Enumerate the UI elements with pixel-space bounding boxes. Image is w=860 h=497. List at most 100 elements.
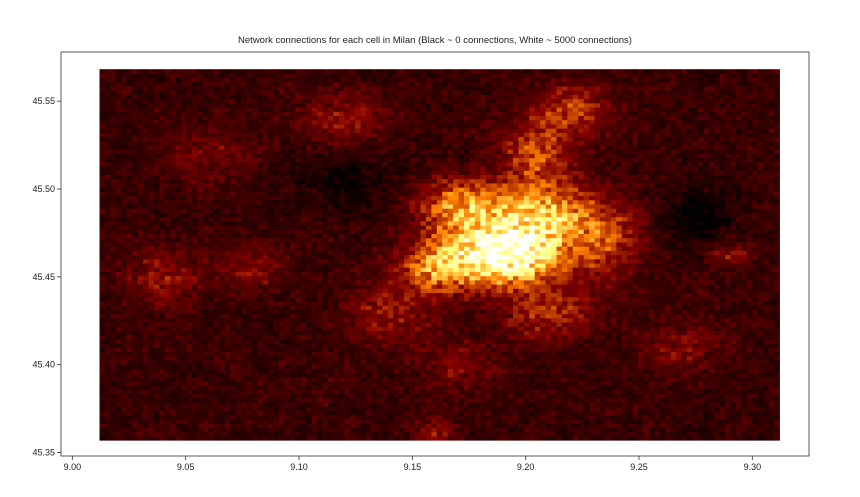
heatmap-cell bbox=[148, 368, 155, 374]
heatmap-cell bbox=[262, 149, 269, 154]
heatmap-cell bbox=[104, 435, 111, 441]
heatmap-cell bbox=[393, 119, 400, 125]
heatmap-cell bbox=[333, 73, 340, 79]
heatmap-cell bbox=[110, 435, 117, 441]
heatmap-cell bbox=[371, 364, 378, 369]
heatmap-cell bbox=[382, 98, 389, 104]
heatmap-cell bbox=[306, 317, 313, 323]
heatmap-cell bbox=[235, 187, 242, 192]
heatmap-cell bbox=[213, 187, 220, 192]
heatmap-cell bbox=[349, 102, 356, 108]
heatmap-cell bbox=[333, 119, 340, 125]
heatmap-cell bbox=[279, 343, 285, 348]
heatmap-cell bbox=[240, 284, 247, 289]
heatmap-cell bbox=[349, 423, 356, 428]
heatmap-cell bbox=[273, 161, 280, 167]
heatmap-cell bbox=[360, 86, 367, 91]
heatmap-cell bbox=[295, 288, 302, 294]
heatmap-cell bbox=[355, 161, 362, 167]
heatmap-cell bbox=[170, 145, 177, 150]
heatmap-cell bbox=[110, 427, 117, 433]
heatmap-cell bbox=[164, 402, 171, 407]
heatmap-cell bbox=[208, 280, 215, 285]
heatmap-cell bbox=[202, 161, 209, 167]
heatmap-cell bbox=[99, 431, 106, 437]
heatmap-cell bbox=[181, 119, 187, 125]
heatmap-cell bbox=[344, 322, 351, 327]
heatmap-cell bbox=[333, 301, 340, 306]
heatmap-cell bbox=[404, 368, 411, 374]
heatmap-cell bbox=[186, 237, 193, 243]
heatmap-cell bbox=[382, 77, 389, 83]
heatmap-cell bbox=[132, 351, 139, 357]
heatmap-cell bbox=[273, 111, 280, 116]
heatmap-cell bbox=[170, 431, 177, 437]
heatmap-cell bbox=[366, 423, 372, 428]
heatmap-cell bbox=[289, 351, 296, 357]
heatmap-cell bbox=[99, 406, 106, 412]
heatmap-cell bbox=[121, 267, 128, 272]
heatmap-cell bbox=[121, 77, 128, 83]
heatmap-cell bbox=[257, 204, 264, 209]
heatmap-cell bbox=[387, 191, 394, 197]
heatmap-cell bbox=[126, 208, 133, 213]
heatmap-cell bbox=[279, 267, 285, 272]
heatmap-cell bbox=[289, 368, 296, 374]
heatmap-cell bbox=[398, 263, 405, 268]
heatmap-cell bbox=[295, 242, 302, 247]
heatmap-cell bbox=[398, 414, 405, 420]
heatmap-cell bbox=[360, 153, 367, 159]
heatmap-cell bbox=[219, 220, 226, 226]
heatmap-cell bbox=[235, 128, 242, 133]
heatmap-cell bbox=[387, 360, 394, 365]
heatmap-cell bbox=[99, 275, 106, 281]
heatmap-cell bbox=[202, 225, 209, 230]
heatmap-cell bbox=[338, 368, 345, 374]
heatmap-cell bbox=[181, 423, 187, 428]
heatmap-cell bbox=[284, 435, 291, 441]
heatmap-cell bbox=[181, 183, 187, 188]
heatmap-cell bbox=[186, 86, 193, 91]
heatmap-cell bbox=[398, 233, 405, 239]
heatmap-cell bbox=[132, 288, 139, 294]
heatmap-cell bbox=[311, 372, 318, 378]
heatmap-cell bbox=[387, 427, 394, 433]
heatmap-cell bbox=[371, 161, 378, 167]
heatmap-cell bbox=[170, 195, 177, 201]
heatmap-cell bbox=[382, 301, 389, 306]
heatmap-cell bbox=[99, 339, 106, 344]
heatmap-cell bbox=[240, 229, 247, 235]
heatmap-cell bbox=[115, 90, 122, 95]
heatmap-cell bbox=[143, 81, 149, 87]
heatmap-cell bbox=[355, 339, 362, 344]
heatmap-cell bbox=[322, 419, 329, 424]
heatmap-cell bbox=[360, 98, 367, 104]
heatmap-cell bbox=[186, 145, 193, 150]
heatmap-cell bbox=[295, 107, 302, 112]
heatmap-cell bbox=[404, 351, 411, 357]
heatmap-cell bbox=[175, 368, 182, 374]
heatmap-cell bbox=[104, 178, 111, 184]
heatmap-cell bbox=[333, 292, 340, 298]
heatmap-cell bbox=[273, 322, 280, 327]
heatmap-cell bbox=[153, 355, 160, 361]
heatmap-cell bbox=[349, 204, 356, 209]
heatmap-cell bbox=[404, 313, 411, 319]
heatmap-cell bbox=[284, 140, 291, 146]
heatmap-cell bbox=[393, 385, 400, 391]
heatmap-cell bbox=[170, 330, 177, 336]
heatmap-cell bbox=[121, 229, 128, 235]
heatmap-cell bbox=[230, 435, 236, 441]
heatmap-cell bbox=[208, 292, 215, 298]
heatmap-cell bbox=[376, 275, 383, 281]
heatmap-cell bbox=[115, 225, 122, 230]
heatmap-cell bbox=[284, 153, 291, 159]
heatmap-cell bbox=[371, 406, 378, 412]
heatmap-cell bbox=[371, 267, 378, 272]
heatmap-cell bbox=[289, 284, 296, 289]
heatmap-cell bbox=[219, 107, 226, 112]
heatmap-cell bbox=[355, 208, 362, 213]
heatmap-cell bbox=[317, 427, 323, 433]
heatmap-cell bbox=[344, 208, 351, 213]
heatmap-cell bbox=[279, 368, 285, 374]
